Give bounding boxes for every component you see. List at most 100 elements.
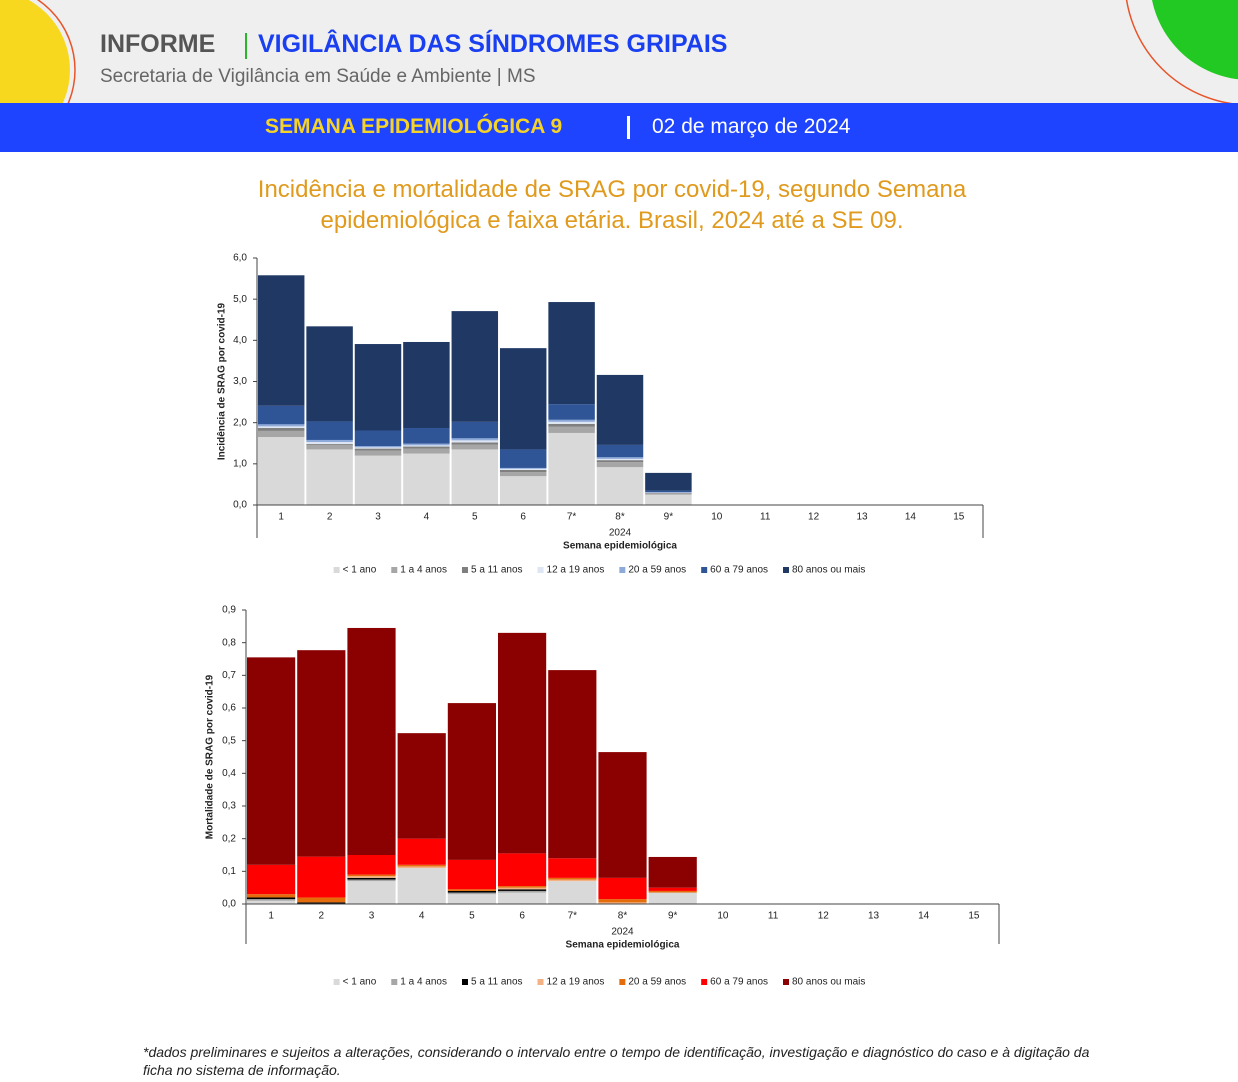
bar-segment [596,467,644,505]
legend-swatch [619,979,626,985]
bar-segment [354,344,402,431]
bar-segment [645,490,692,493]
bar-segment [447,703,496,860]
bar-segment [347,855,396,875]
legend-swatch [701,979,708,985]
legend-label: 60 a 79 anos [710,565,768,576]
x-axis-title: Semana epidemiológica [566,940,680,951]
y-tick-label: 4,0 [233,335,247,346]
header-label: INFORME [100,30,216,58]
bar-segment [397,868,446,904]
x-tick-label: 15 [953,512,965,523]
bar-segment [451,311,499,422]
x-tick-label: 11 [760,512,771,523]
bar-segment [397,866,446,869]
separator [245,33,247,59]
bar-segment [297,902,346,904]
x-tick-label: 3 [369,911,375,922]
bar-segment [247,864,296,895]
x-tick-label: 10 [717,911,729,922]
y-tick-label: 0,8 [222,637,236,648]
bar-segment [498,632,547,854]
legend-swatch [783,567,789,573]
bar-segment [447,890,496,893]
y-axis-title: Mortalidade de SRAG por covid-19 [205,674,216,839]
legend-swatch [619,567,626,573]
deco-circle [0,0,70,103]
bar-segment [548,877,597,880]
bar-segment [596,462,644,468]
bar-segment [257,405,305,425]
bar-segment [306,449,353,505]
bar-segment [596,457,644,459]
bar-segment [548,419,595,422]
bar-segment [548,879,597,882]
bar-segment [451,442,499,445]
bar-segment [451,440,499,443]
bar-segment [648,892,697,904]
x-tick-label: 12 [818,911,830,922]
legend-swatch [537,567,544,573]
legend-swatch [333,979,340,985]
bar-segment [403,341,450,429]
bar-segment [447,894,496,904]
bar-segment [451,449,499,505]
bar-segment [598,902,647,904]
footnote: *dados preliminares e sujeitos a alteraç… [143,1044,1090,1078]
bar-segment [306,445,353,450]
deco-arc [36,0,76,103]
bar-segment [499,470,547,473]
bar-segment [447,889,496,891]
x-tick-label: 7* [568,911,578,922]
bar-segment [397,838,446,865]
header-title: VIGILÂNCIA DAS SÍNDROMES GRIPAIS [258,30,728,58]
header-decoration [0,0,1238,103]
bar-segment [397,733,446,839]
bar-segment [257,430,305,438]
bar-segment [403,428,450,444]
x-tick-label: 9* [668,911,678,922]
bar-segment [648,890,697,893]
legend-swatch [461,567,468,573]
legend-swatch [333,567,340,573]
x-tick-label: 4 [424,512,430,523]
x-tick-label: 11 [768,911,779,922]
bar-segment [306,326,353,422]
bar-segment [648,887,697,891]
bar-segment [347,879,396,882]
y-tick-label: 0,4 [222,768,236,779]
y-tick-label: 3,0 [233,376,247,387]
bar-segment [596,374,644,445]
y-tick-label: 0,9 [222,605,236,616]
x-tick-label: 13 [856,512,868,523]
legend-label: 20 a 59 anos [628,977,686,988]
x-tick-label: 2 [319,911,325,922]
bar-segment [648,856,697,888]
bar-segment [451,421,499,439]
bar-segment [548,302,595,405]
y-tick-label: 2,0 [233,417,247,428]
bar-segment [596,458,644,461]
bar-segment [447,892,496,895]
legend-label: < 1 ano [343,565,377,576]
x-tick-label: 14 [918,911,930,922]
x-tick-label: 15 [968,911,980,922]
y-tick-label: 1,0 [233,458,247,469]
bar-segment [598,899,647,903]
bar-segment [499,348,547,450]
y-tick-label: 0,3 [222,801,236,812]
bar-segment [354,450,402,456]
legend-label: 12 a 19 anos [547,977,605,988]
legend-label: < 1 ano [343,977,377,988]
bar-segment [498,887,547,890]
bar-segment [247,894,296,898]
legend-label: 1 a 4 anos [400,565,447,576]
date: 02 de março de 2024 [652,115,851,138]
bar-segment [347,876,396,878]
legend-label: 60 a 79 anos [710,977,768,988]
bar-segment [403,445,450,447]
bar-segment [354,430,402,447]
bar-segment [297,897,346,903]
bar-segment [548,423,595,427]
header: INFORME VIGILÂNCIA DAS SÍNDROMES GRIPAIS… [0,0,1238,103]
